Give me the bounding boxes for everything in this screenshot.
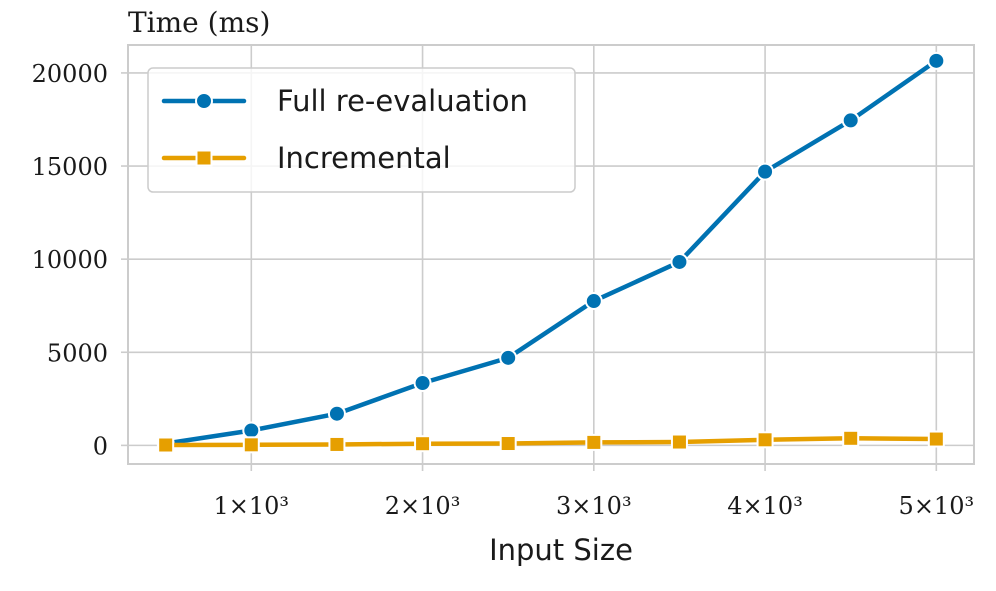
data-point-full-re-evaluation [756, 162, 775, 181]
series-incremental [157, 429, 945, 454]
x-tick-label: 5×10³ [899, 492, 975, 520]
y-tick-label: 0 [93, 432, 108, 460]
x-tick-label: 2×10³ [385, 492, 461, 520]
data-point-incremental [842, 429, 860, 447]
legend: Full re-evaluation Incremental [147, 67, 576, 193]
data-point-incremental [756, 431, 774, 449]
legend-item-full-re-evaluation: Full re-evaluation [161, 84, 528, 118]
data-point-incremental [328, 435, 346, 453]
legend-swatch-marker [195, 92, 213, 110]
y-tick-label: 20000 [32, 60, 108, 88]
data-point-full-re-evaluation [927, 51, 946, 70]
x-axis-ticks: 1×10³ 2×10³ 3×10³ 4×10³ 5×10³ [214, 464, 975, 520]
series-line-full-re-evaluation [163, 58, 939, 446]
data-point-incremental [670, 433, 688, 451]
series-line-incremental [163, 436, 939, 448]
data-point-incremental [414, 435, 432, 453]
legend-item-incremental: Incremental [161, 141, 451, 175]
legend-swatch-marker [195, 149, 213, 167]
x-tick-label: 4×10³ [727, 492, 803, 520]
x-tick-label: 1×10³ [214, 492, 290, 520]
plot-frame [127, 44, 975, 465]
y-tick-label: 10000 [32, 246, 108, 274]
legend-label: Incremental [277, 141, 451, 175]
x-tick-label: 3×10³ [556, 492, 632, 520]
chart-title: Time (ms) [128, 6, 270, 39]
data-point-incremental [242, 436, 260, 454]
data-point-full-re-evaluation [327, 404, 346, 423]
y-tick-label: 5000 [47, 339, 108, 367]
series-group [156, 51, 946, 454]
data-point-full-re-evaluation [841, 111, 860, 130]
y-tick-label: 15000 [32, 153, 108, 181]
data-point-full-re-evaluation [670, 252, 689, 271]
data-point-incremental [499, 435, 517, 453]
data-point-incremental [157, 436, 175, 454]
data-point-full-re-evaluation [499, 348, 518, 367]
legend-box [147, 67, 576, 193]
legend-label: Full re-evaluation [277, 84, 528, 118]
data-point-full-re-evaluation [584, 292, 603, 311]
data-point-full-re-evaluation [242, 421, 261, 440]
y-axis-ticks: 0 5000 10000 15000 20000 [32, 60, 128, 460]
data-point-incremental [927, 430, 945, 448]
x-axis-label: Input Size [489, 533, 633, 567]
data-point-incremental [585, 433, 603, 451]
data-point-full-re-evaluation [413, 373, 432, 392]
